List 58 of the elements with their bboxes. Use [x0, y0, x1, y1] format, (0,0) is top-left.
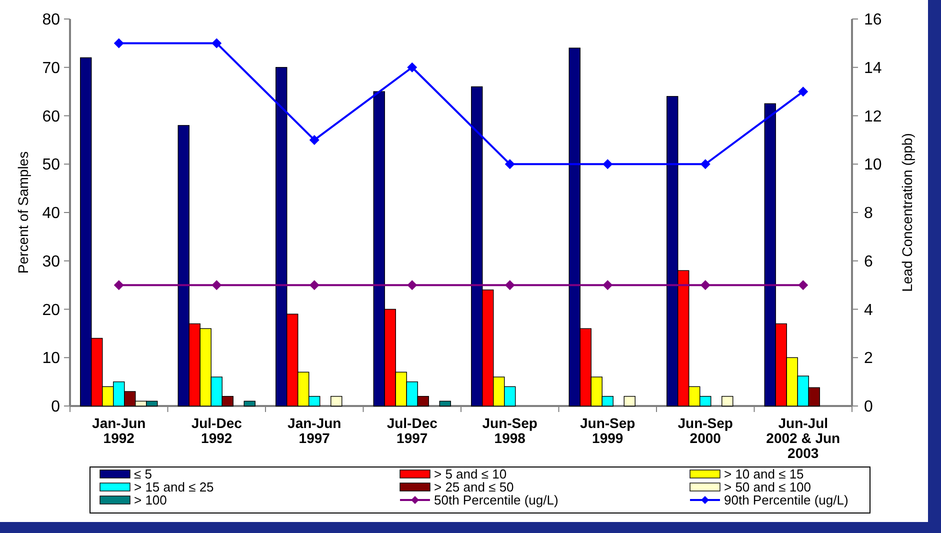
- x-tick-label: Jul-Dec 1997: [386, 415, 438, 446]
- y2-tick-label: 2: [864, 350, 873, 368]
- point: [407, 280, 418, 290]
- x-tick-label: Jun-Sep 1998: [482, 415, 538, 446]
- point: [504, 159, 515, 170]
- legend-label: > 25 and ≤ 50: [434, 480, 514, 495]
- y-tick-label: 30: [42, 253, 60, 270]
- y-tick-label: 50: [42, 156, 60, 174]
- y2-tick-label: 16: [864, 12, 882, 29]
- legend-label: 50th Percentile (ug/L): [434, 492, 558, 508]
- bar: [624, 396, 636, 406]
- point: [700, 159, 710, 170]
- point: [309, 280, 320, 290]
- y2-tick-label: 14: [864, 60, 882, 77]
- y-tick-label: 80: [42, 12, 60, 29]
- bar: [722, 396, 734, 406]
- y2-tick-label: 8: [864, 205, 873, 222]
- point: [798, 280, 808, 290]
- y-tick-label: 20: [42, 302, 60, 319]
- y-tick-label: 40: [42, 205, 60, 222]
- legend-label: > 10 and ≤ 15: [724, 466, 804, 482]
- y2-tick-label: 0: [864, 398, 873, 416]
- x-tick-label: Jan-Jun 1992: [92, 415, 146, 446]
- point: [504, 280, 515, 290]
- point: [212, 38, 222, 48]
- legend-label: > 100: [134, 492, 167, 508]
- y-tick-label: 70: [42, 60, 60, 77]
- y-tick-label: 0: [51, 398, 60, 416]
- y2-tick-label: 6: [864, 253, 873, 270]
- x-tick-label: Jan-Jun 1997: [288, 415, 342, 446]
- legend-label: > 50 and ≤ 100: [724, 480, 812, 495]
- point: [114, 38, 124, 48]
- bar: [244, 400, 256, 406]
- point: [798, 86, 808, 97]
- point: [407, 62, 418, 72]
- y2-tick-label: 4: [864, 302, 873, 319]
- bar: [439, 400, 451, 406]
- point: [309, 134, 320, 145]
- y2-axis-title: Lead Concentration (ppb): [899, 133, 915, 292]
- legend-label: > 5 and ≤ 10: [434, 466, 507, 482]
- y2-tick-label: 12: [864, 108, 882, 126]
- y-tick-label: 10: [42, 350, 60, 368]
- x-tick-label: Jul-Dec 1992: [191, 415, 242, 446]
- y-tick-label: 60: [42, 108, 60, 126]
- point: [602, 280, 613, 290]
- point: [114, 280, 124, 290]
- y-axis-title: Percent of Samples: [15, 151, 31, 274]
- point: [700, 280, 710, 290]
- legend-label: > 15 and ≤ 25: [134, 480, 214, 495]
- x-tick-label: Jun-Jul 2002 & Jun 2003: [766, 415, 840, 461]
- legend-label: ≤ 5: [134, 466, 152, 482]
- x-tick-label: Jun-Sep 1999: [580, 415, 636, 446]
- point: [602, 159, 613, 170]
- legend-label: 90th Percentile (ug/L): [724, 492, 848, 508]
- bar: [330, 396, 342, 406]
- x-tick-label: Jun-Sep 2000: [678, 415, 733, 446]
- point: [212, 280, 222, 290]
- y2-tick-label: 10: [864, 156, 882, 174]
